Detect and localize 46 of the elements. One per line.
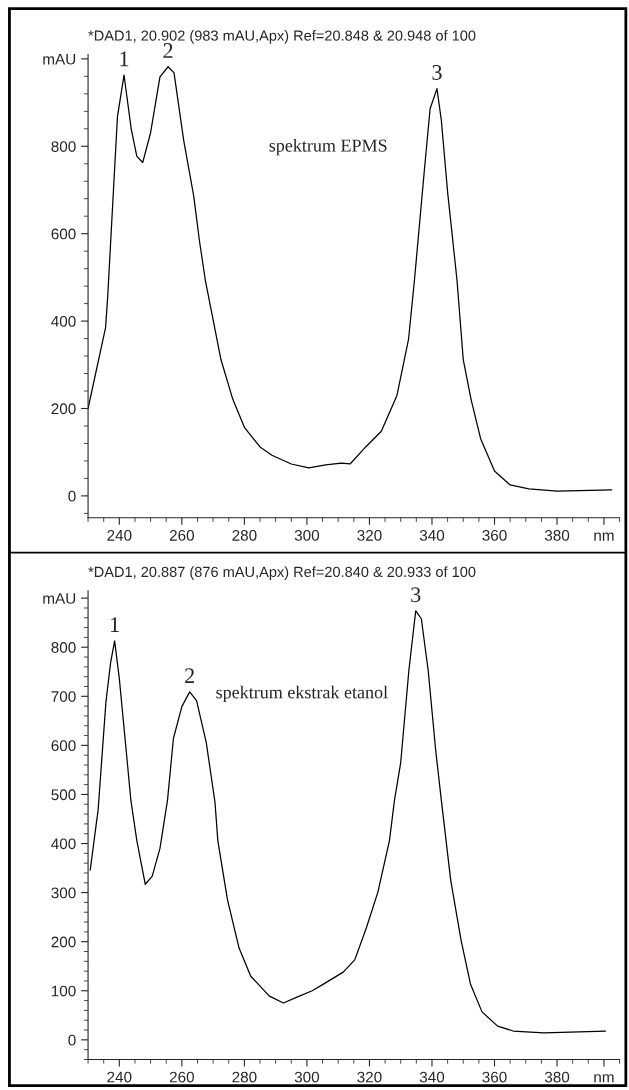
y-tick-label: 700 xyxy=(51,691,76,702)
y-tick-label: 0 xyxy=(68,1034,76,1046)
x-tick-label: 260 xyxy=(169,1071,194,1083)
annotation: spektrum ekstrak etanol xyxy=(216,685,388,703)
x-tick-label: 260 xyxy=(169,529,194,541)
y-tick-label: 800 xyxy=(51,642,76,653)
y-tick-label: 600 xyxy=(51,740,76,752)
x-tick-label: 240 xyxy=(107,529,132,541)
x-tick-label: 360 xyxy=(482,529,507,541)
annotation: spektrum EPMS xyxy=(269,138,387,156)
x-tick-label: 380 xyxy=(544,529,570,541)
x-tick-label: 240 xyxy=(107,1071,132,1083)
annotation: 2 xyxy=(185,668,194,683)
y-tick-label: 300 xyxy=(51,887,76,899)
line-series xyxy=(88,66,613,492)
x-tick-label: 360 xyxy=(482,1071,507,1083)
annotation: 1 xyxy=(120,51,129,67)
x-tick-label: nm xyxy=(594,532,614,541)
y-tick-label: 200 xyxy=(51,936,76,948)
y-tick-label: 100 xyxy=(51,985,76,997)
y-tick-label: 0 xyxy=(68,490,76,502)
y-tick-label: 500 xyxy=(51,789,76,801)
chart-title: *DAD1, 20.887 (876 mAU,Apx) Ref=20.840 & 20.933 of 100 xyxy=(88,566,476,580)
annotation: 3 xyxy=(432,64,442,80)
y-tick-label: 600 xyxy=(51,228,76,240)
y-tick-label: 400 xyxy=(51,838,76,850)
annotation: 3 xyxy=(411,587,421,603)
x-tick-label: 280 xyxy=(232,1071,257,1083)
x-tick-label: 280 xyxy=(232,529,257,541)
y-tick-label: mAU xyxy=(43,593,76,604)
x-tick-label: 320 xyxy=(357,1071,382,1083)
chart-title: *DAD1, 20.902 (983 mAU,Apx) Ref=20.848 & 20.948 of 100 xyxy=(88,30,476,44)
y-tick-label: mAU xyxy=(43,53,76,65)
y-tick-label: 400 xyxy=(51,315,76,327)
annotation: 2 xyxy=(163,43,173,58)
x-tick-label: 380 xyxy=(544,1071,570,1083)
y-tick-label: 200 xyxy=(51,403,76,415)
x-tick-label: 300 xyxy=(294,1071,320,1083)
line-series xyxy=(89,610,607,1034)
y-tick-label: 800 xyxy=(51,141,76,152)
x-tick-label: 300 xyxy=(294,529,320,541)
annotation: 1 xyxy=(111,617,119,632)
x-tick-label: 340 xyxy=(419,529,445,541)
x-tick-label: 340 xyxy=(419,1071,445,1083)
x-tick-label: 320 xyxy=(357,529,382,541)
x-tick-label: nm xyxy=(594,1074,614,1083)
